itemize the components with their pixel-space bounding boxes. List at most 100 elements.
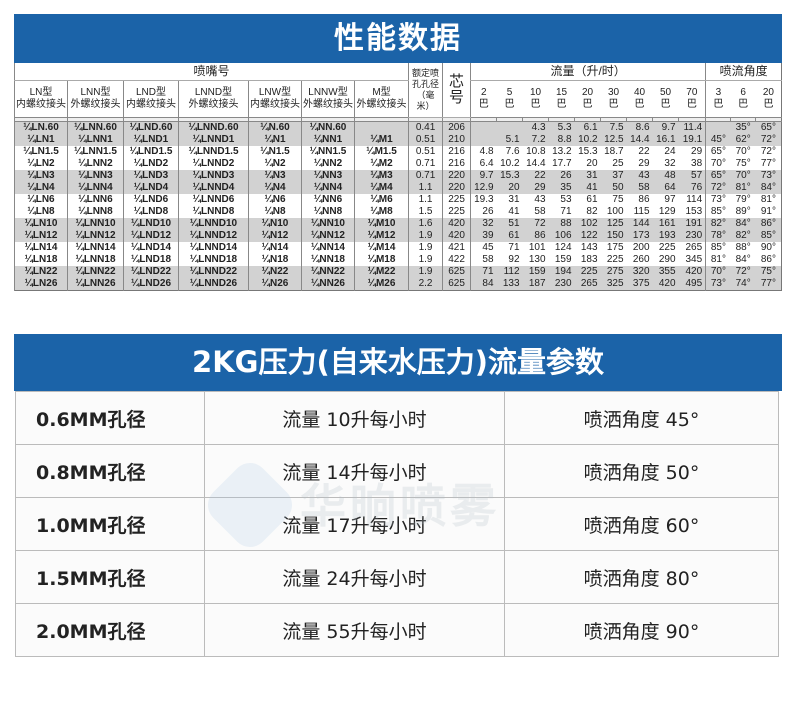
flow-cell: 153 — [685, 205, 703, 217]
angle-cell: 73° — [705, 193, 731, 206]
flow-pressure-header: 15 巴 — [548, 80, 575, 117]
flow-cell: 290 — [658, 253, 676, 265]
model-cell: ¼LNN10 — [67, 217, 124, 230]
angle-cell: 91° — [760, 205, 776, 217]
core-cell: 210 — [442, 133, 471, 146]
angle-cell: 75° — [735, 157, 751, 169]
flow-cell: 64 — [652, 181, 679, 194]
pressure-value: 50 — [659, 86, 672, 98]
orifice-cell: 1.6 — [408, 217, 443, 230]
flow-cell: 193 — [652, 229, 679, 242]
model-cell: ¼LNND4 — [178, 181, 249, 194]
model-cell: ¼LN.60 — [14, 121, 68, 134]
core-cell: 420 — [442, 229, 471, 242]
flow-cell: 114 — [686, 193, 703, 205]
angle-cell: 70° — [705, 265, 731, 278]
model-cell: ¼LNN4 — [67, 181, 124, 194]
flow-cell: 20 — [586, 157, 598, 169]
flow-cell — [470, 133, 497, 146]
model-cell: ¼N2 — [248, 157, 302, 170]
flow-cell: 265 — [574, 277, 601, 290]
flow-cell: 71 — [508, 241, 520, 253]
model-cell: ¼N10 — [248, 217, 302, 230]
model-cell: ¼LNN1.5 — [67, 145, 124, 158]
angle-cell: 85° — [755, 229, 782, 242]
model-cell: ¼LNN2 — [67, 157, 124, 170]
model-cell: ¼LNND1.5 — [178, 145, 249, 158]
core-cell: 225 — [442, 193, 471, 206]
flow-rate: 流量 10升每小时 — [204, 391, 505, 445]
flow-cell: 25 — [612, 157, 624, 169]
model-cell: ¼LN12 — [14, 229, 68, 242]
flow-pressure-header: 30 巴 — [600, 80, 627, 117]
table-row: ¼LN8 ¼LNN8 ¼LND8 ¼LNND8 ¼N8 ¼NN8 ¼M8 1.5 225 26 41… — [14, 205, 782, 218]
table-row: 1.5MM孔径 流量 24升每小时 喷洒角度 80° — [15, 550, 779, 604]
flow-cell: 183 — [580, 253, 598, 265]
orifice-size: 1.5MM孔径 — [15, 550, 205, 604]
orifice-cell: 1.5 — [408, 205, 443, 218]
model-cell: ¼LNND26 — [178, 277, 249, 290]
model-cell — [353, 121, 409, 134]
orifice-cell: 1.9 — [408, 253, 443, 266]
table-row: ¼LN22 ¼LNN22 ¼LND22 ¼LNND22 ¼N22 ¼NN22 ¼M22 1.9… — [14, 265, 782, 278]
model-cell: ¼N14 — [248, 241, 302, 254]
type-thread: 内螺纹接头 — [250, 98, 300, 110]
type-header: LN型 内螺纹接头 — [14, 80, 68, 117]
angle-cell: 70° — [735, 145, 751, 157]
model-cell: ¼LN3 — [14, 169, 68, 182]
model-cell: ¼LNND.60 — [178, 121, 249, 134]
pressure-value: 30 — [607, 86, 620, 98]
model-cell: ¼N6 — [248, 193, 302, 206]
model-cell: ¼LND.60 — [123, 121, 179, 134]
angle-cell: 65° — [705, 145, 731, 158]
pressure-unit: 巴 — [686, 98, 697, 110]
pressure-value: 2 — [481, 86, 487, 98]
model-cell: ¼NN14 — [301, 241, 355, 254]
model-cell: ¼M3 — [353, 169, 409, 182]
model-cell: ¼LND2 — [123, 157, 179, 170]
model-cell: ¼LND10 — [123, 217, 179, 230]
flow-cell: 86 — [522, 229, 549, 242]
model-cell: ¼NN2 — [301, 157, 355, 170]
table-row: 0.8MM孔径 流量 14升每小时 喷洒角度 50° — [15, 444, 779, 498]
type-thread: 外螺纹接头 — [356, 98, 407, 110]
pressure-value: 6 — [740, 86, 746, 98]
flow-cell: 161 — [652, 217, 679, 230]
flow-cell: 61 — [496, 229, 523, 242]
core-cell: 422 — [442, 253, 471, 266]
flow-cell: 495 — [678, 277, 706, 290]
pressure-value: 3 — [715, 86, 722, 98]
pressure-unit: 巴 — [504, 98, 515, 110]
flow-cell: 9.7 — [470, 169, 497, 182]
pressure-unit: 巴 — [478, 98, 489, 110]
flow-cell: 143 — [580, 241, 598, 253]
flow-cell: 32 — [664, 157, 676, 169]
pressure-unit: 巴 — [713, 98, 724, 110]
flow-cell: 6.4 — [470, 157, 497, 170]
model-cell: ¼LND8 — [123, 205, 179, 218]
type-thread: 内螺纹接头 — [126, 98, 176, 110]
flow-cell: 265 — [685, 241, 703, 253]
model-cell: ¼NN18 — [301, 253, 355, 266]
model-cell: ¼LN1.5 — [14, 145, 68, 158]
model-cell: ¼LNN3 — [67, 169, 124, 182]
flow-cell: 22 — [638, 145, 650, 157]
flow-cell: 29 — [638, 157, 650, 169]
flow-cell: 72 — [522, 217, 549, 230]
model-cell: ¼LND6 — [123, 193, 179, 206]
model-cell: ¼LNN12 — [67, 229, 124, 242]
flow-cell — [496, 121, 523, 134]
flow-cell: 26 — [470, 205, 497, 218]
model-cell: ¼LND26 — [123, 277, 179, 290]
flow-cell: 12.9 — [470, 181, 497, 194]
flow-cell: 75 — [612, 193, 624, 205]
flow-cell: 37 — [600, 169, 627, 182]
pressure-value: 5 — [506, 86, 513, 98]
flow-cell: 58 — [470, 253, 497, 266]
model-cell: ¼M8 — [353, 205, 409, 218]
flow-cell: 43 — [626, 169, 653, 182]
type-name: LND型 — [135, 86, 166, 98]
pressure-value: 15 — [555, 86, 568, 98]
flow-cell: 50 — [600, 181, 627, 194]
